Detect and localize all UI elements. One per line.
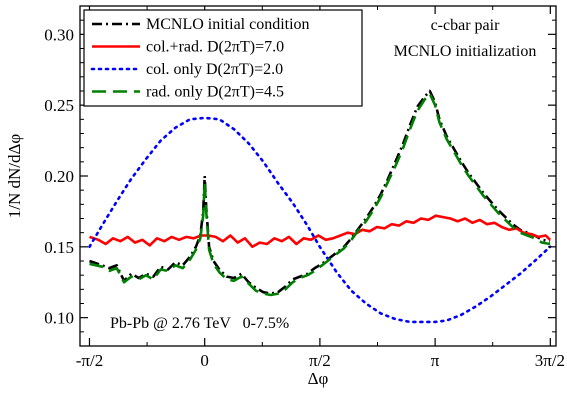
x-tick-label: -π/2 [76, 351, 103, 370]
annotation-pair-label: MCNLO initialization [394, 43, 537, 60]
series-line-col-only-d-2-t-2-0 [88, 116, 552, 324]
x-tick-label: π/2 [309, 351, 331, 370]
y-tick-label: 0.20 [44, 167, 74, 186]
annotation-system-label: Pb-Pb @ 2.76 TeV 0-7.5% [110, 315, 289, 332]
annotations: c-cbar pair MCNLO initialization Pb-Pb @ 2… [110, 17, 536, 332]
series-line-mcnlo-initial-condition [89, 89, 551, 295]
x-tick-label: π [431, 351, 440, 370]
x-tick-label: 0 [200, 351, 209, 370]
series-layer [88, 89, 552, 324]
y-axis-title: 1/N dN/dΔφ [5, 134, 24, 219]
x-axis-title: Δφ [308, 369, 329, 388]
y-tick-label: 0.30 [44, 25, 74, 44]
legend-label: col. only D(2πT)=2.0 [146, 61, 283, 78]
ticks-layer: -π/2 0 π/2 π 3π/2 0.10 0.15 0.20 0.25 0.30 [44, 6, 565, 370]
series-line-col-rad-d-2-t-7-0 [89, 214, 552, 249]
legend: MCNLO initial condition col.+rad. D(2πT)=… [83, 9, 363, 107]
y-tick-label: 0.10 [44, 309, 74, 328]
legend-label: MCNLO initial condition [146, 16, 310, 33]
y-tick-label: 0.15 [44, 238, 74, 257]
legend-box [83, 9, 363, 107]
legend-label: rad. only D(2πT)=4.5 [146, 84, 284, 101]
annotation-pair-label: c-cbar pair [431, 17, 501, 34]
y-tick-label: 0.25 [44, 96, 74, 115]
series-line-rad-only-d-2-t-4-5 [89, 92, 551, 297]
legend-label: col.+rad. D(2πT)=7.0 [146, 39, 284, 56]
x-tick-label: 3π/2 [535, 351, 565, 370]
